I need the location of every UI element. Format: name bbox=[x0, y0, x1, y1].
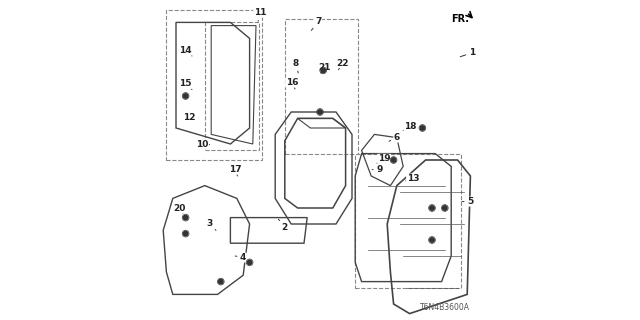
Text: 8: 8 bbox=[293, 59, 299, 73]
Text: 12: 12 bbox=[182, 113, 195, 122]
FancyBboxPatch shape bbox=[166, 10, 262, 160]
Circle shape bbox=[443, 206, 447, 210]
Text: FR.: FR. bbox=[451, 14, 468, 24]
Text: 18: 18 bbox=[403, 122, 417, 131]
Circle shape bbox=[430, 206, 435, 210]
FancyBboxPatch shape bbox=[205, 22, 259, 150]
Text: 7: 7 bbox=[312, 17, 321, 30]
Text: 5: 5 bbox=[462, 197, 474, 206]
Text: 10: 10 bbox=[196, 140, 210, 149]
Text: 1: 1 bbox=[460, 48, 475, 57]
Circle shape bbox=[183, 94, 188, 98]
Text: 14: 14 bbox=[179, 46, 192, 56]
Text: 9: 9 bbox=[372, 165, 383, 174]
Text: 13: 13 bbox=[406, 174, 419, 183]
Circle shape bbox=[218, 279, 223, 284]
Text: 2: 2 bbox=[278, 219, 288, 232]
FancyBboxPatch shape bbox=[285, 19, 358, 154]
Text: 3: 3 bbox=[207, 220, 216, 230]
Circle shape bbox=[317, 110, 323, 114]
Circle shape bbox=[183, 215, 188, 220]
Text: 6: 6 bbox=[389, 133, 400, 142]
Circle shape bbox=[420, 126, 425, 130]
Text: 11: 11 bbox=[253, 8, 266, 21]
Circle shape bbox=[248, 260, 252, 265]
Text: 15: 15 bbox=[179, 79, 192, 90]
Text: 16: 16 bbox=[285, 78, 298, 89]
Circle shape bbox=[430, 238, 435, 242]
Text: 21: 21 bbox=[318, 63, 331, 73]
Text: 4: 4 bbox=[236, 253, 246, 262]
Text: 19: 19 bbox=[377, 154, 390, 163]
Circle shape bbox=[392, 158, 396, 162]
Circle shape bbox=[321, 68, 326, 73]
Text: 17: 17 bbox=[229, 165, 242, 176]
Text: 20: 20 bbox=[173, 204, 186, 214]
FancyBboxPatch shape bbox=[355, 154, 461, 288]
Text: 22: 22 bbox=[336, 59, 348, 70]
Text: T6N4B3600A: T6N4B3600A bbox=[420, 303, 470, 312]
Circle shape bbox=[183, 231, 188, 236]
